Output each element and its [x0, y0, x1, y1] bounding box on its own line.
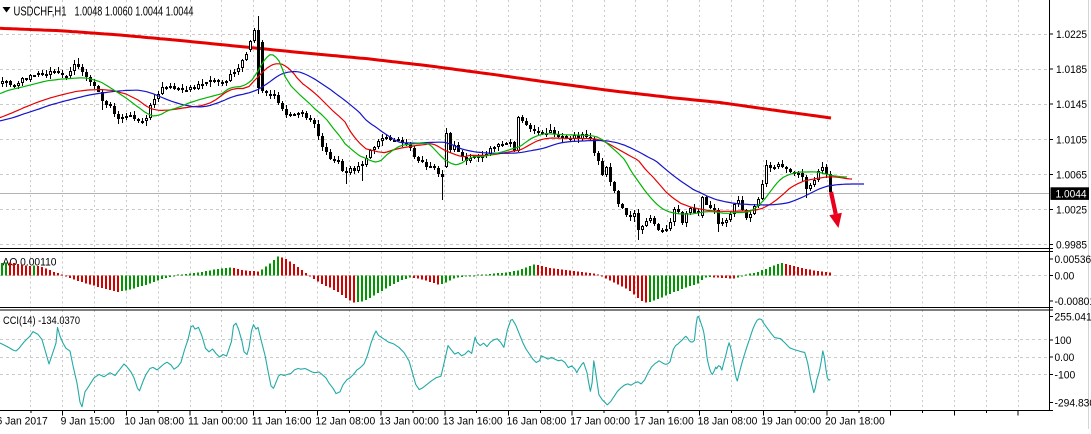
svg-text:17 Jan 16:00: 17 Jan 16:00 [634, 416, 694, 428]
svg-text:13 Jan 16:00: 13 Jan 16:00 [443, 416, 503, 428]
svg-text:11 Jan 16:00: 11 Jan 16:00 [252, 416, 312, 428]
svg-text:13 Jan 00:00: 13 Jan 00:00 [379, 416, 439, 428]
svg-text:-294.830: -294.830 [1055, 398, 1091, 410]
svg-text:1.0044: 1.0044 [1056, 189, 1087, 201]
svg-text:1.0225: 1.0225 [1056, 29, 1087, 41]
svg-text:CCI(14) -134.0370: CCI(14) -134.0370 [3, 315, 80, 327]
svg-text:20 Jan 18:00: 20 Jan 18:00 [825, 416, 885, 428]
svg-text:1.0025: 1.0025 [1056, 205, 1087, 217]
svg-text:-100: -100 [1055, 369, 1076, 381]
svg-text:0.9985: 0.9985 [1056, 240, 1087, 252]
svg-text:18 Jan 08:00: 18 Jan 08:00 [698, 416, 758, 428]
svg-text:0.00536: 0.00536 [1055, 254, 1091, 266]
svg-text:0.00: 0.00 [1055, 352, 1075, 364]
svg-text:10 Jan 08:00: 10 Jan 08:00 [124, 416, 184, 428]
svg-text:1.0185: 1.0185 [1056, 64, 1087, 76]
svg-text:16 Jan 08:00: 16 Jan 08:00 [507, 416, 567, 428]
svg-text:1.0048 1.0060 1.0044 1.0044: 1.0048 1.0060 1.0044 1.0044 [75, 5, 194, 19]
svg-text:6 Jan 2017: 6 Jan 2017 [0, 416, 48, 428]
svg-text:USDCHF,H1: USDCHF,H1 [14, 5, 67, 19]
svg-text:19 Jan 00:00: 19 Jan 00:00 [761, 416, 821, 428]
svg-text:1.0145: 1.0145 [1056, 99, 1087, 111]
svg-text:9 Jan 15:00: 9 Jan 15:00 [61, 416, 115, 428]
svg-text:-0.00801: -0.00801 [1055, 296, 1091, 308]
svg-text:1.0065: 1.0065 [1056, 169, 1087, 181]
svg-text:12 Jan 08:00: 12 Jan 08:00 [315, 416, 375, 428]
svg-text:11 Jan 00:00: 11 Jan 00:00 [188, 416, 248, 428]
svg-text:100: 100 [1055, 335, 1072, 347]
svg-text:17 Jan 00:00: 17 Jan 00:00 [570, 416, 630, 428]
svg-text:1.0105: 1.0105 [1056, 134, 1087, 146]
svg-text:0.00: 0.00 [1055, 270, 1075, 282]
